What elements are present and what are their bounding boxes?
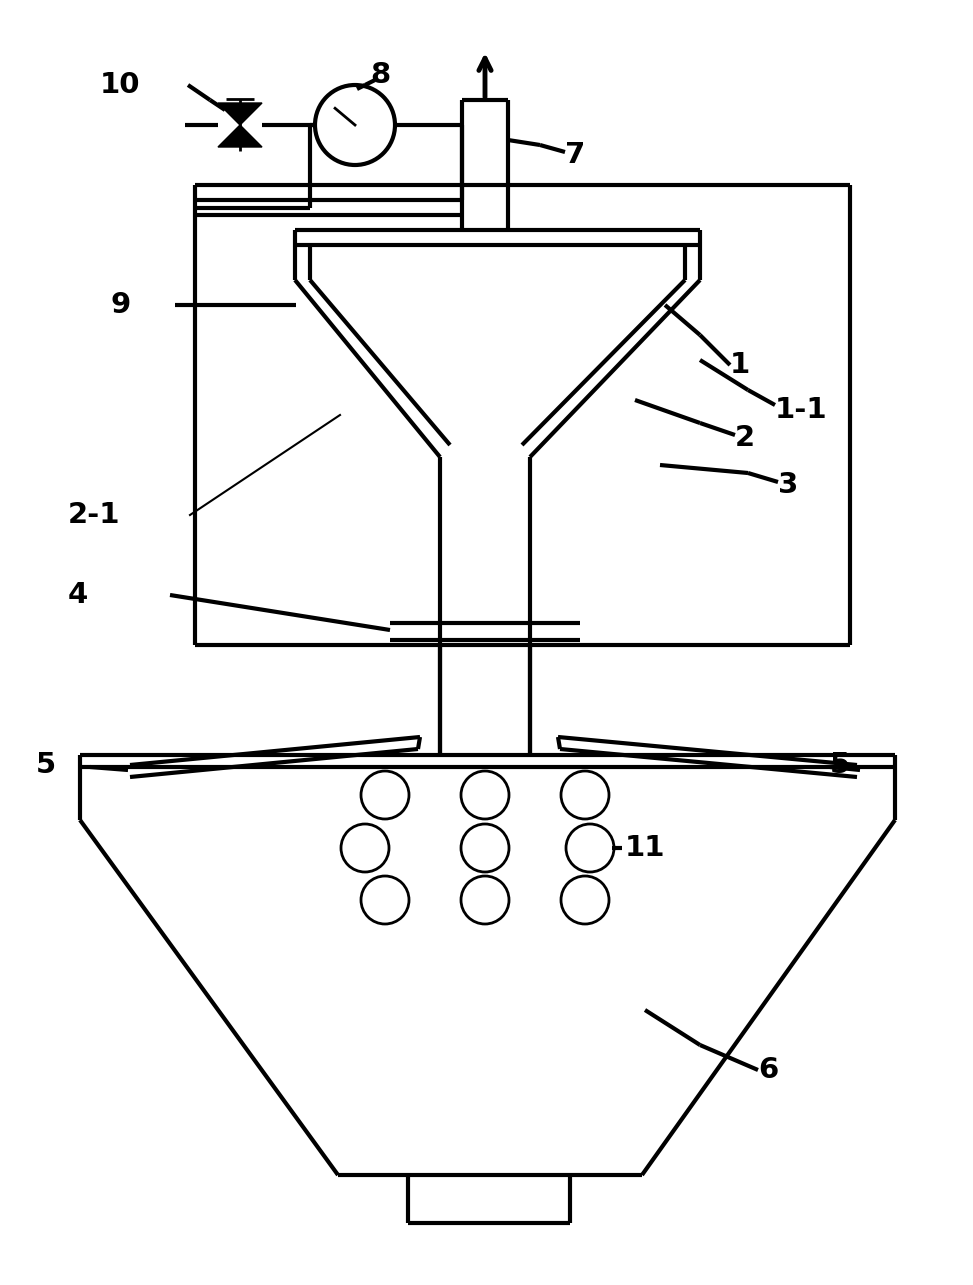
Text: 1-1: 1-1 — [775, 396, 828, 424]
Polygon shape — [218, 125, 262, 146]
Text: 1: 1 — [730, 351, 750, 379]
Text: 6: 6 — [758, 1056, 778, 1085]
Text: 7: 7 — [565, 141, 586, 170]
Text: 10: 10 — [100, 71, 140, 99]
Polygon shape — [218, 103, 262, 125]
Text: 9: 9 — [110, 290, 130, 319]
Text: 4: 4 — [68, 581, 89, 609]
Text: 11: 11 — [625, 834, 666, 862]
Text: 2-1: 2-1 — [68, 501, 121, 529]
Text: 2: 2 — [735, 424, 755, 452]
Text: 8: 8 — [370, 60, 390, 89]
Text: 5: 5 — [36, 750, 56, 779]
Text: 3: 3 — [778, 472, 799, 499]
Text: 5: 5 — [830, 750, 850, 779]
